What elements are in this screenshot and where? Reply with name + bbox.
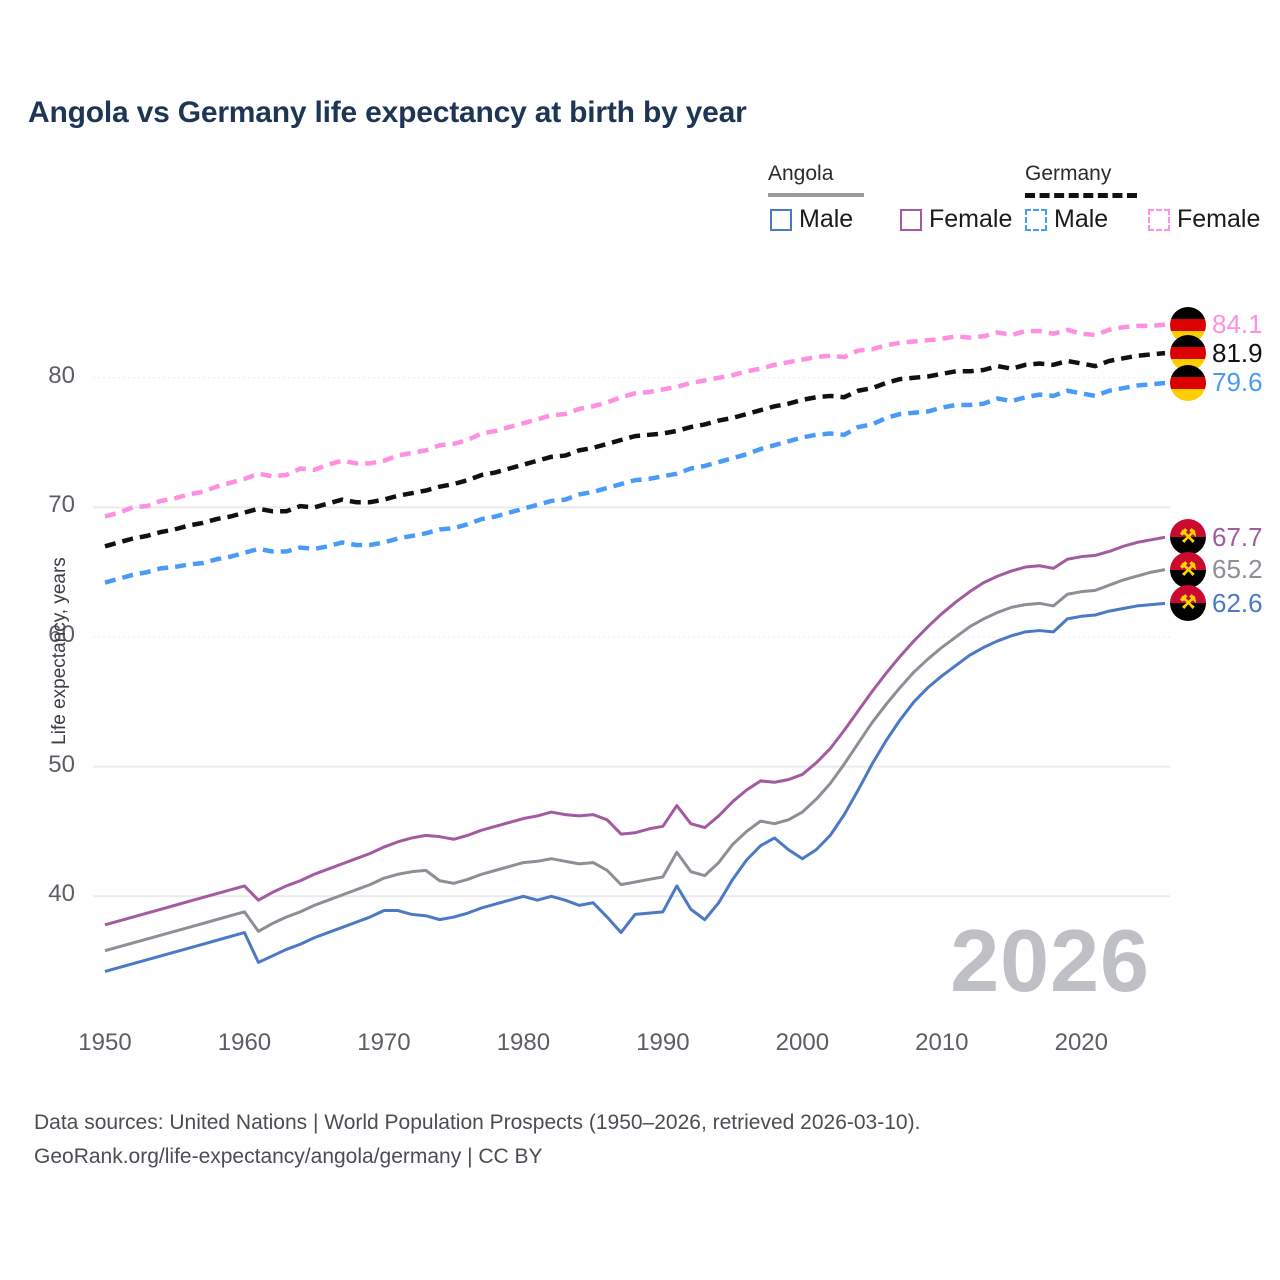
series-line-angola-female: [104, 535, 1166, 927]
legend-group-angola-rule: [768, 193, 864, 197]
legend-item-angola-female[interactable]: Female: [900, 205, 1012, 234]
end-label-value: 62.6: [1212, 587, 1263, 618]
x-tick-label: 1950: [78, 1029, 132, 1056]
end-label-angola-male: ⚒ 62.6: [1170, 585, 1263, 622]
x-tick-label: 2020: [1054, 1029, 1108, 1056]
legend-item-germany-male[interactable]: Male: [1025, 205, 1108, 234]
legend-label-germany-female: Female: [1177, 205, 1261, 233]
end-label-value: 79.6: [1212, 367, 1263, 398]
y-tick-label: 70: [48, 491, 75, 519]
legend-swatch-angola-male: [770, 208, 792, 231]
end-label-germany-male: 79.6: [1170, 364, 1263, 401]
end-label-value: 84.1: [1212, 309, 1263, 340]
footer: Data sources: United Nations | World Pop…: [34, 1106, 920, 1173]
legend-label-angola-male: Male: [799, 205, 854, 233]
legend-label-germany-male: Male: [1054, 205, 1109, 233]
y-axis-title: Life expectancy, years: [49, 557, 70, 745]
end-label-angola-total: ⚒ 65.2: [1170, 551, 1263, 588]
angola-flag-icon: ⚒: [1170, 551, 1206, 588]
series-line-germany-total: [104, 350, 1166, 549]
x-tick-label: 1980: [496, 1029, 551, 1056]
end-label-germany-total: 81.9: [1170, 335, 1263, 372]
y-tick-label: 80: [48, 361, 75, 389]
legend-group-germany-rule: [1025, 193, 1137, 198]
series-line-germany-male: [104, 380, 1166, 585]
angola-flag-icon: ⚒: [1170, 519, 1206, 556]
series-line-germany-female: [104, 322, 1166, 519]
legend-group-angola-label: Angola: [768, 162, 834, 185]
end-label-value: 67.7: [1212, 521, 1263, 552]
x-tick-label: 2010: [915, 1029, 969, 1056]
legend-swatch-germany-female: [1148, 208, 1170, 231]
year-watermark: 2026: [950, 911, 1150, 1010]
y-tick-label: 50: [48, 750, 75, 778]
y-tick-label: 40: [48, 880, 75, 908]
series-line-angola-male: [104, 601, 1166, 973]
legend-group-germany-label: Germany: [1025, 162, 1112, 185]
x-tick-label: 2000: [775, 1029, 830, 1056]
legend-item-angola-male[interactable]: Male: [770, 205, 853, 234]
gridlines: [93, 377, 1170, 898]
legend-item-germany-female[interactable]: Female: [1148, 205, 1260, 234]
end-label-angola-female: ⚒ 67.7: [1170, 519, 1263, 556]
angola-flag-icon: ⚒: [1170, 585, 1206, 622]
chart-legend: Angola Germany Male Female Male Female: [760, 160, 1260, 245]
legend-swatch-angola-female: [900, 208, 922, 231]
series-line-angola-total: [104, 568, 1166, 953]
x-tick-label: 1970: [357, 1029, 411, 1056]
legend-swatch-germany-male: [1025, 208, 1047, 231]
footer-line-sources: Data sources: United Nations | World Pop…: [34, 1111, 921, 1134]
x-tick-label: 1960: [217, 1029, 272, 1056]
germany-flag-icon: [1170, 364, 1206, 401]
legend-label-angola-female: Female: [929, 205, 1013, 233]
y-tick-label: 60: [48, 621, 75, 649]
footer-line-attribution: GeoRank.org/life-expectancy/angola/germa…: [34, 1144, 543, 1168]
page-title: Angola vs Germany life expectancy at bir…: [28, 96, 747, 129]
end-label-value: 65.2: [1212, 554, 1263, 585]
series-lines: [104, 322, 1166, 973]
x-tick-label: 1990: [636, 1029, 690, 1056]
end-label-value: 81.9: [1212, 337, 1263, 368]
